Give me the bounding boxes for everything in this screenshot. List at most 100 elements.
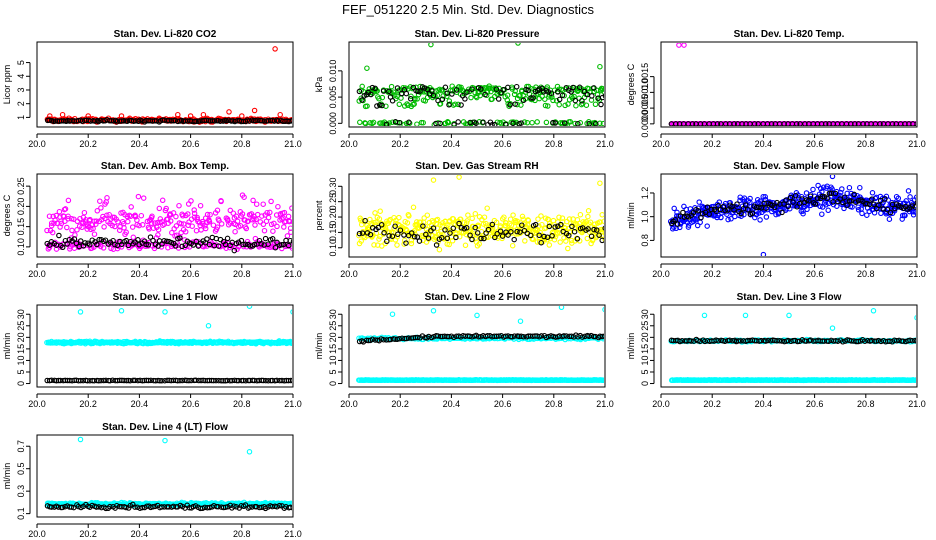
- panel-5-point-colored: [535, 216, 541, 222]
- panel-5-points: [356, 175, 604, 253]
- panel-4-point-colored: [193, 227, 200, 234]
- panel-8-point-black: [369, 336, 376, 343]
- panel-4-point-colored: [281, 209, 288, 216]
- panel-5-point-black: [546, 223, 553, 230]
- panel-4-point-colored: [173, 213, 179, 220]
- panel-6-point-colored: [800, 210, 806, 217]
- panel-5-point-colored: [508, 226, 515, 233]
- panel-4-point-colored: [283, 218, 289, 225]
- panel-4-point-colored: [178, 221, 184, 227]
- panel-2-point-colored: [592, 119, 598, 126]
- panel-6-point-black: [725, 207, 731, 213]
- panel-4-point-black: [107, 239, 114, 246]
- panel-5-point-black: [392, 223, 398, 229]
- panel-4-point-black: [161, 238, 167, 244]
- panel-6-point-black: [722, 207, 728, 214]
- panel-4-point-colored: [149, 213, 155, 220]
- panel-2-point-colored: [452, 101, 458, 107]
- panel-2-point-black: [520, 97, 527, 104]
- panel-4-point-black: [179, 243, 185, 250]
- panel-4-point-black: [86, 242, 93, 248]
- panel-5-point-black: [541, 233, 547, 240]
- panel-5-point-colored: [556, 214, 562, 221]
- panel-8-point-black: [419, 333, 426, 339]
- panel-2-point-black: [570, 84, 576, 91]
- panel-5-point-colored: [462, 242, 469, 249]
- panel-4-point-black: [177, 235, 183, 241]
- panel-2-point-black: [376, 102, 383, 108]
- panel-3: Stan. Dev. Li-820 Temp.20.0 20.2 20.4 20.6 2…: [626, 29, 926, 149]
- panel-2-point-black: [581, 88, 588, 95]
- panel-6-y-tick-label: 1.0: [640, 210, 650, 223]
- panel-9-outlier-colored: [742, 312, 749, 319]
- panel-4-point-black: [73, 240, 80, 247]
- panel-6-point-colored: [857, 184, 863, 191]
- panel-2-point-black: [575, 120, 581, 126]
- panel-6-point-black: [887, 209, 894, 216]
- panel-7-point-colored: [290, 340, 292, 346]
- panel-10-points: [44, 436, 292, 512]
- panel-4-point-colored: [265, 214, 272, 221]
- panel-6-point-black: [704, 204, 711, 210]
- panel-5-y-tick-label: 0.10: [328, 239, 338, 257]
- panel-6-point-black: [738, 210, 744, 217]
- panel-2-plot-frame: [348, 41, 606, 128]
- panel-1-x-tick-label: 20.6: [182, 139, 200, 149]
- panel-2-point-black: [568, 89, 574, 95]
- panel-6-point-colored: [697, 219, 703, 226]
- panel-2-point-black: [478, 86, 484, 92]
- panel-5-point-black: [453, 234, 459, 241]
- panel-5-point-black: [538, 239, 544, 246]
- panel-6-point-black: [783, 197, 789, 204]
- panel-8-x-tick-label: 20.4: [443, 399, 461, 409]
- panel-9-y-tick-label: 0: [640, 381, 650, 386]
- panel-6-point-black: [756, 204, 762, 211]
- panel-5-point-black: [599, 237, 604, 244]
- panel-9-point-black: [735, 338, 742, 344]
- panel-4-point-colored: [268, 198, 274, 205]
- panel-4-point-colored: [289, 205, 292, 211]
- panel-6-point-colored: [910, 209, 916, 215]
- panel-4-point-black: [56, 232, 62, 239]
- panel-2-point-colored: [398, 95, 404, 101]
- panel-4-point-black: [94, 241, 100, 248]
- panel-7-x-tick-label: 20.4: [131, 399, 149, 409]
- panel-9-point-black: [855, 338, 861, 345]
- panel-2-point-colored: [543, 119, 550, 126]
- panel-5-point-black: [433, 242, 440, 248]
- panel-6-points: [667, 175, 916, 256]
- panel-2-point-colored: [542, 102, 549, 109]
- panel-5-point-colored: [584, 235, 591, 242]
- panel-6-x-tick-label: 20.4: [755, 269, 773, 279]
- panel-5-point-black: [489, 221, 496, 228]
- panel-6-point-black: [772, 204, 778, 211]
- panel-6-point-black: [749, 210, 756, 217]
- panel-1-points: [44, 46, 292, 125]
- panel-4-point-colored: [232, 228, 238, 235]
- panel-4-point-black: [147, 234, 154, 240]
- panel-1-outlier-colored: [239, 113, 245, 119]
- panel-4-point-colored: [214, 207, 221, 214]
- panel-2-point-black: [512, 101, 518, 107]
- panel-6-point-colored: [907, 194, 913, 200]
- panel-6-point-colored: [696, 199, 702, 205]
- panel-4-point-colored: [139, 222, 146, 228]
- panel-5-point-colored: [507, 216, 514, 222]
- panel-6-point-black: [695, 207, 701, 214]
- panel-5-point-colored: [450, 216, 457, 222]
- panel-7-point-black: [274, 377, 280, 384]
- panel-4-point-colored: [284, 233, 291, 239]
- panel-2-point-black: [495, 96, 502, 102]
- panel-3-plot-frame: [660, 41, 918, 128]
- panel-2-point-black: [424, 86, 430, 93]
- panel-8-point-black: [602, 333, 604, 339]
- panel-4-point-colored: [230, 210, 237, 216]
- panel-4-point-colored: [243, 225, 250, 232]
- panel-7-x-tick-label: 20.6: [182, 399, 200, 409]
- panel-5-point-black: [536, 232, 542, 239]
- panel-2-y-tick-label: 0.000: [328, 112, 338, 135]
- panel-6-x-tick-label: 20.0: [652, 269, 670, 279]
- panel-9-points: [668, 308, 916, 384]
- panel-4-point-colored: [65, 197, 72, 204]
